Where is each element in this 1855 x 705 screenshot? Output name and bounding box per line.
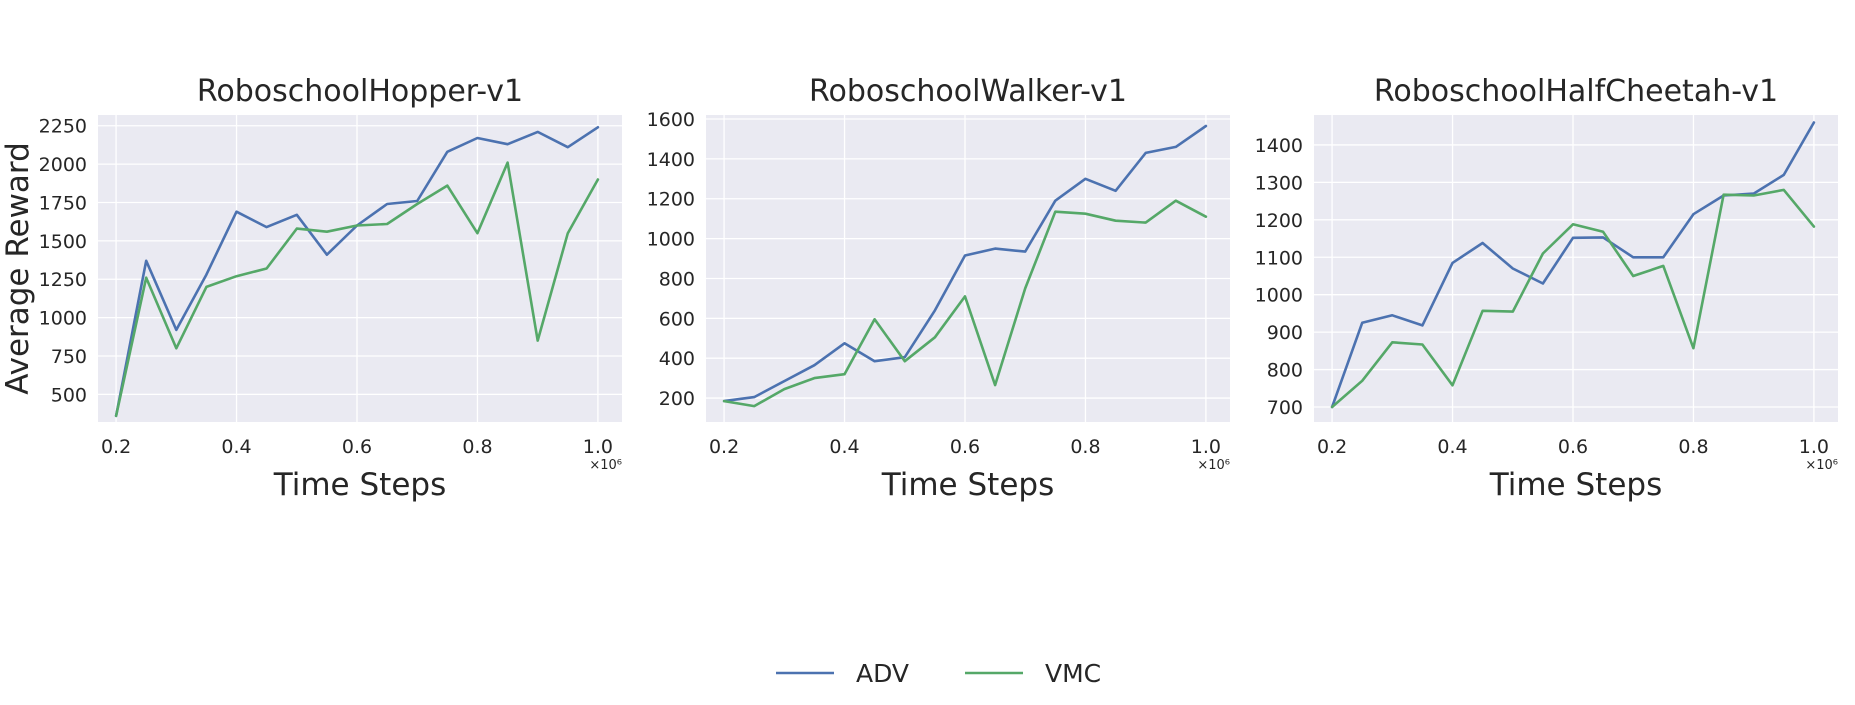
x-tick-label: 0.2 bbox=[1317, 436, 1347, 458]
y-tick-label: 1000 bbox=[647, 229, 695, 251]
x-tick-label: 0.4 bbox=[1437, 436, 1467, 458]
x-tick-label: 0.2 bbox=[101, 436, 131, 458]
chart-title: RoboschoolHopper-v1 bbox=[197, 74, 523, 109]
y-tick-label: 1600 bbox=[647, 109, 695, 131]
x-tick-label: 0.4 bbox=[221, 436, 251, 458]
y-tick-label: 1000 bbox=[1255, 285, 1303, 307]
x-tick-label: 1.0 bbox=[1191, 436, 1221, 458]
y-tick-label: 1000 bbox=[39, 308, 87, 330]
x-axis-label: Time Steps bbox=[273, 467, 446, 503]
plot-area bbox=[98, 115, 622, 422]
x-tick-label: 0.8 bbox=[1678, 436, 1708, 458]
x-tick-label: 0.6 bbox=[950, 436, 980, 458]
chart-title: RoboschoolWalker-v1 bbox=[809, 74, 1127, 109]
plot-area bbox=[706, 115, 1230, 422]
y-tick-label: 600 bbox=[659, 308, 695, 330]
series-line-vmc bbox=[114, 161, 600, 418]
y-tick-label: 1750 bbox=[39, 192, 87, 214]
x-axis-label: Time Steps bbox=[1489, 467, 1662, 503]
legend-label-vmc: VMC bbox=[1045, 659, 1101, 688]
x-tick-label: 1.0 bbox=[583, 436, 613, 458]
series-line-vmc bbox=[722, 199, 1208, 408]
y-tick-label: 1250 bbox=[39, 269, 87, 291]
y-tick-label: 1400 bbox=[647, 149, 695, 171]
chart-panel-1: 0.2 0.4 0.6 0.8 1.0 500 750 1000 1250 1500 1750 200… bbox=[0, 74, 622, 503]
plot-area bbox=[1314, 115, 1838, 422]
y-tick-label: 400 bbox=[659, 348, 695, 370]
y-tick-label: 200 bbox=[659, 388, 695, 410]
y-tick-label: 800 bbox=[659, 268, 695, 290]
y-tick-label: 1200 bbox=[647, 189, 695, 211]
chart-panel-2: 0.2 0.4 0.6 0.8 1.0 200 400 600 800 1000 1200 1400 1… bbox=[647, 74, 1230, 503]
x-multiplier-label: ×10⁶ bbox=[1805, 458, 1838, 473]
x-tick-label: 1.0 bbox=[1799, 436, 1829, 458]
x-tick-label: 0.6 bbox=[342, 436, 372, 458]
x-tick-label: 0.2 bbox=[709, 436, 739, 458]
x-tick-label: 0.8 bbox=[1070, 436, 1100, 458]
x-tick-label: 0.8 bbox=[462, 436, 492, 458]
y-tick-label: 1200 bbox=[1255, 210, 1303, 232]
series-line-adv bbox=[722, 124, 1208, 403]
legend: ADV VMC bbox=[776, 659, 1101, 688]
x-multiplier-label: ×10⁶ bbox=[1197, 458, 1230, 473]
y-tick-label: 2250 bbox=[39, 116, 87, 138]
x-tick-label: 0.4 bbox=[829, 436, 859, 458]
chart-title: RoboschoolHalfCheetah-v1 bbox=[1374, 74, 1778, 109]
legend-label-adv: ADV bbox=[856, 659, 909, 688]
series-line-vmc bbox=[1330, 188, 1816, 409]
y-tick-label: 700 bbox=[1267, 397, 1303, 419]
y-tick-label: 900 bbox=[1267, 322, 1303, 344]
y-tick-label: 1100 bbox=[1255, 247, 1303, 269]
y-tick-label: 1500 bbox=[39, 231, 87, 253]
y-tick-label: 750 bbox=[51, 346, 87, 368]
y-tick-label: 1300 bbox=[1255, 172, 1303, 194]
y-tick-label: 800 bbox=[1267, 360, 1303, 382]
y-tick-label: 1400 bbox=[1255, 135, 1303, 157]
x-multiplier-label: ×10⁶ bbox=[589, 458, 622, 473]
y-axis-label: Average Reward bbox=[0, 142, 36, 395]
x-axis-label: Time Steps bbox=[881, 467, 1054, 503]
x-tick-label: 0.6 bbox=[1558, 436, 1588, 458]
y-tick-label: 2000 bbox=[39, 154, 87, 176]
y-tick-label: 500 bbox=[51, 384, 87, 406]
chart-panel-3: 0.2 0.4 0.6 0.8 1.0 700 800 900 1000 1100 1200 1300… bbox=[1255, 74, 1838, 503]
